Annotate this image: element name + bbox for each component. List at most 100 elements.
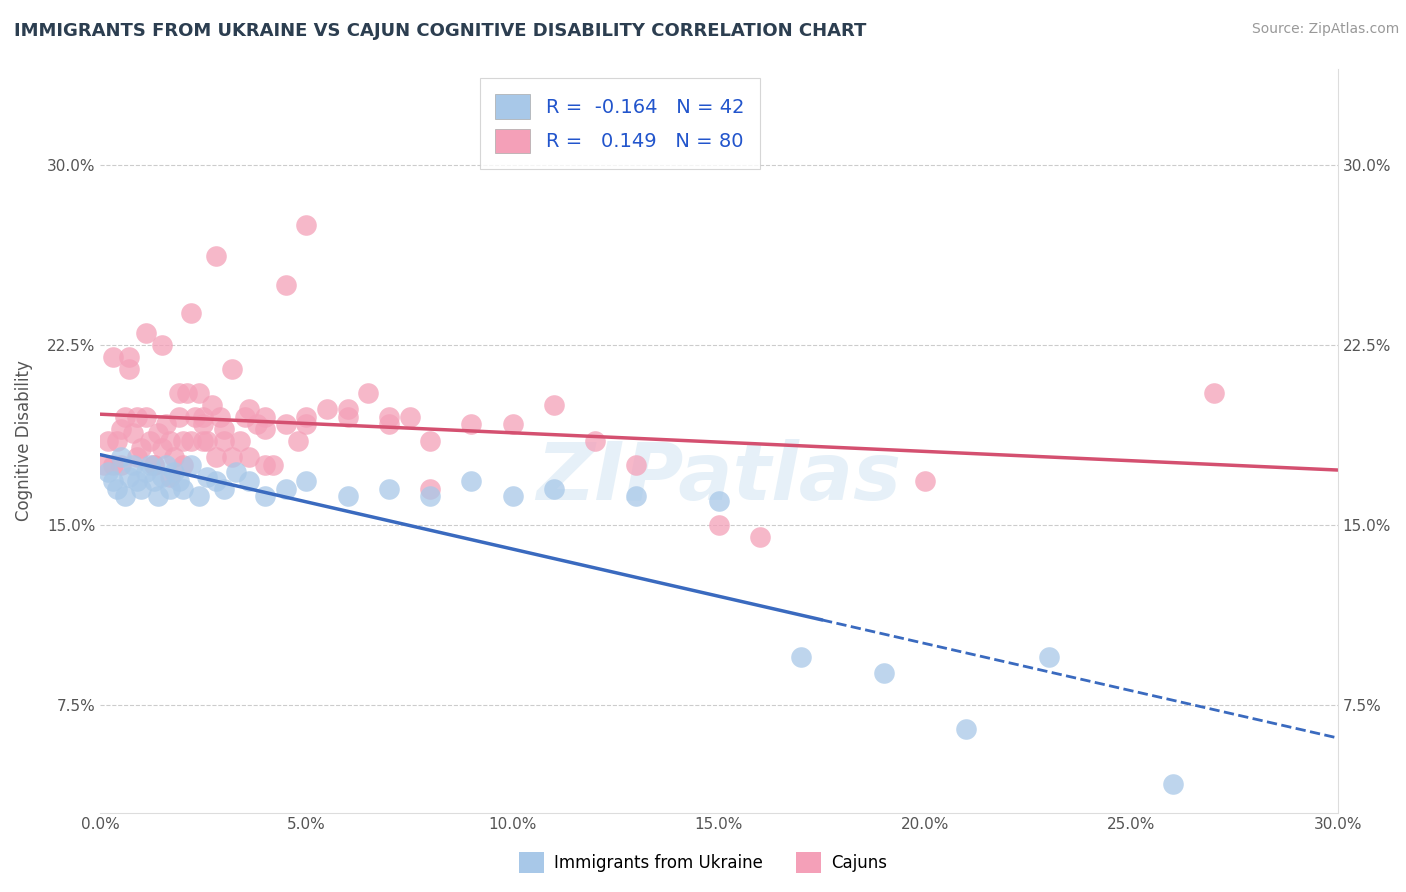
Point [204,475,226,489]
Point [118,469,141,483]
Point [316,402,339,417]
Point [188,385,211,400]
Point [135,409,157,424]
Point [295,417,318,431]
Point [135,465,157,479]
Point [97,465,120,479]
Point [159,482,181,496]
Point [150,469,173,483]
Legend: Immigrants from Ukraine, Cajuns: Immigrants from Ukraine, Cajuns [512,846,894,880]
Point [502,489,524,503]
Point [707,517,730,532]
Point [295,218,318,232]
Point [180,458,202,472]
Point [873,666,896,681]
Point [336,402,359,417]
Text: Source: ZipAtlas.com: Source: ZipAtlas.com [1251,22,1399,37]
Point [122,426,145,441]
Point [254,458,277,472]
Point [274,482,297,496]
Point [122,458,145,472]
Point [114,409,136,424]
Point [201,398,224,412]
Point [172,458,194,472]
Point [225,465,247,479]
Point [167,475,190,489]
Point [105,482,128,496]
Point [150,441,173,455]
Point [139,434,162,448]
Point [101,475,124,489]
Point [172,434,194,448]
Legend: R =  -0.164   N = 42, R =   0.149   N = 80: R = -0.164 N = 42, R = 0.149 N = 80 [479,78,761,169]
Point [193,434,215,448]
Point [193,409,215,424]
Point [460,475,482,489]
Point [172,482,194,496]
Point [419,434,441,448]
Point [167,409,190,424]
Point [246,417,269,431]
Point [460,417,482,431]
Point [127,450,149,465]
Point [221,361,243,376]
Point [135,326,157,340]
Point [790,649,813,664]
Point [176,385,198,400]
Point [184,409,207,424]
Point [131,482,153,496]
Point [543,482,565,496]
Point [180,434,202,448]
Point [336,489,359,503]
Point [131,441,153,455]
Point [146,426,169,441]
Point [155,458,177,472]
Point [110,458,132,472]
Point [127,409,149,424]
Point [167,385,190,400]
Point [357,385,380,400]
Point [378,409,401,424]
Point [254,489,277,503]
Point [110,450,132,465]
Point [238,402,260,417]
Point [188,489,211,503]
Point [110,421,132,435]
Point [212,421,235,435]
Point [142,458,165,472]
Point [626,489,648,503]
Point [127,475,149,489]
Point [295,475,318,489]
Point [180,306,202,320]
Point [159,434,181,448]
Point [146,489,169,503]
Point [101,458,124,472]
Point [1161,777,1184,791]
Point [163,465,186,479]
Point [105,434,128,448]
Point [97,434,120,448]
Point [93,458,115,472]
Point [378,482,401,496]
Point [419,489,441,503]
Point [212,482,235,496]
Point [101,350,124,364]
Text: ZIPatlas: ZIPatlas [537,439,901,516]
Point [204,249,226,263]
Point [287,434,309,448]
Point [274,277,297,292]
Point [263,458,285,472]
Point [159,469,181,483]
Point [1038,649,1060,664]
Point [238,450,260,465]
Point [583,434,606,448]
Point [221,450,243,465]
Point [274,417,297,431]
Point [238,475,260,489]
Point [142,458,165,472]
Point [204,450,226,465]
Point [163,450,186,465]
Point [150,337,173,351]
Point [626,458,648,472]
Point [707,493,730,508]
